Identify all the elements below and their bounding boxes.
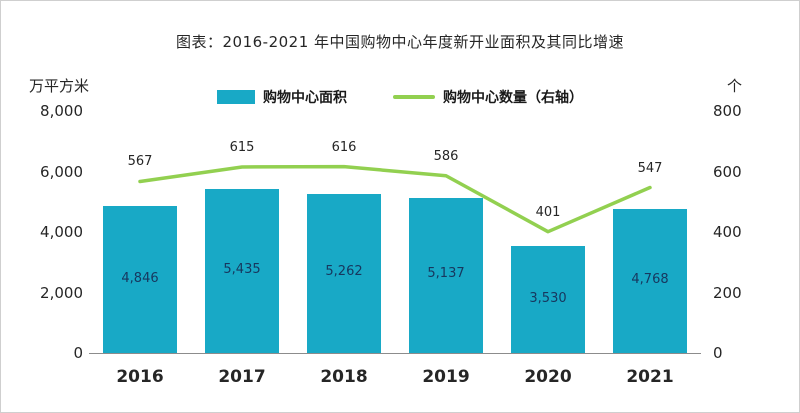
right-axis-tick: 200 (713, 283, 742, 302)
legend-count-label: 购物中心数量（右轴） (443, 90, 583, 106)
line-value-label: 615 (229, 139, 255, 155)
line-value-label: 586 (433, 148, 459, 164)
bar-value-label: 4,846 (121, 270, 159, 286)
x-axis-category-label: 2021 (626, 367, 674, 387)
x-axis-category-label: 2018 (320, 367, 368, 387)
line-value-label: 401 (535, 204, 561, 220)
legend-area-label: 购物中心面积 (263, 90, 347, 106)
right-axis-tick: 400 (713, 223, 742, 241)
bar-value-label: 3,530 (529, 290, 567, 306)
x-axis-category-label: 2017 (218, 367, 266, 387)
x-axis-category-label: 2020 (524, 367, 572, 387)
bar-value-label: 4,768 (631, 271, 669, 287)
legend-bar-swatch-icon (217, 90, 255, 104)
left-axis-unit: 万平方米 (29, 77, 90, 95)
bar-value-label: 5,262 (325, 264, 363, 280)
x-axis-category-label: 2019 (422, 367, 470, 387)
line-value-label: 567 (127, 154, 153, 170)
legend: 购物中心面积 购物中心数量（右轴） (1, 87, 799, 107)
x-axis-line (89, 353, 701, 354)
bar (511, 246, 585, 353)
bar-value-label: 5,137 (427, 266, 465, 282)
left-axis-tick: 2,000 (40, 283, 83, 302)
left-axis-tick: 8,000 (40, 102, 83, 120)
left-axis-tick: 0 (73, 344, 83, 362)
right-axis-tick: 600 (713, 162, 742, 181)
left-axis-tick: 6,000 (40, 162, 83, 181)
x-axis-category-label: 2016 (116, 367, 164, 387)
right-axis-tick: 0 (713, 344, 723, 362)
right-axis-tick: 800 (713, 102, 742, 120)
legend-line-swatch-icon (393, 95, 435, 99)
chart-title: 图表：2016-2021 年中国购物中心年度新开业面积及其同比增速 (175, 33, 625, 51)
left-axis-tick: 4,000 (40, 223, 83, 241)
bar-value-label: 5,435 (223, 261, 261, 277)
legend-item-area: 购物中心面积 (217, 87, 347, 107)
line-value-label: 616 (331, 139, 357, 155)
legend-item-count: 购物中心数量（右轴） (393, 87, 583, 107)
right-axis-unit: 个 (727, 77, 743, 95)
line-value-label: 547 (637, 160, 663, 176)
